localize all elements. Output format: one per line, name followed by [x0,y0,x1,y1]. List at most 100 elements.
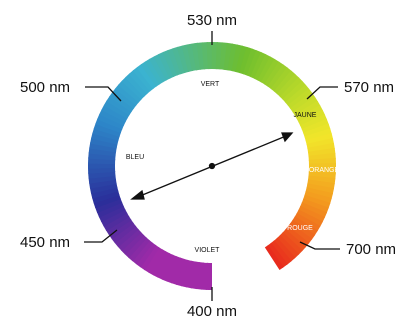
spectrum-segment [299,202,327,219]
spectrum-segment [308,171,336,180]
spectrum-segment [305,133,334,146]
spectrum-segment [95,118,123,134]
spectrum-segment [181,44,194,72]
spectrum-segment [267,64,289,90]
spectrum-segment [308,157,336,165]
spectrum-segment [282,229,307,252]
spectrum-segment [143,247,163,273]
spectrum-segment [92,190,120,204]
spectrum-segment [284,226,310,248]
spectrum-segment [303,123,331,138]
spectrum-segment [195,262,205,290]
spectrum-segment [270,240,292,265]
spectrum-segment [306,183,335,195]
spectrum-segment [287,222,313,244]
spectrum-segment [166,256,181,284]
spectrum-segment [140,61,161,87]
spectrum-segment [103,212,130,231]
spectrum-segment [175,258,189,287]
spectrum-segment [294,212,321,232]
wavelength-label-400: 400 nm [187,303,237,320]
spectrum-segment [185,260,197,289]
spectrum-segment [303,194,331,209]
spectrum-segment [127,237,151,262]
color-label-orange: ORANGE [309,167,340,174]
color-label-vert: VERT [201,81,220,88]
spectrum-segment [296,105,323,123]
spectrum-segment [298,205,326,223]
spectrum-segment [144,58,164,85]
spectrum-segment [101,104,128,123]
spectrum-segment [148,249,167,276]
spectrum-segment [139,244,160,271]
leader-500 [85,86,122,102]
spectrum-segment [90,186,119,199]
spectrum-segment [171,257,185,285]
spectrum-segment [270,67,292,92]
spectrum-segment [149,56,168,83]
spectrum-segment [114,83,140,106]
spectrum-segment [157,252,174,280]
spectrum-segment [300,114,328,130]
spectrum-segment [121,76,145,100]
spectrum-segment [219,42,229,70]
spectrum-segment [136,63,157,90]
spectrum-segment [273,237,296,262]
spectrum-segment [279,232,303,256]
spectrum-segment [89,178,117,189]
spectrum-segment [131,239,154,265]
spectrum-segment [206,42,213,70]
spectrum-segment [289,219,316,240]
spectrum-segment [171,46,186,75]
spectrum-segment [298,109,326,127]
spectrum-segment [305,187,334,200]
leader-450 [84,229,118,243]
spectrum-segment [294,100,321,120]
spectrum-segment [180,259,193,288]
spectrum-segment [105,215,132,236]
spectrum-segment [114,225,139,248]
spectrum-segment [88,167,116,174]
spectrum-segment [88,147,117,157]
spectrum-segment [227,43,239,72]
leader-700 [299,241,340,250]
spectrum-segment [235,45,248,74]
wavelength-labels: 530 nm 500 nm 570 nm 450 nm 700 nm 400 n… [20,12,396,320]
spectrum-segment [93,194,121,209]
diameter-arrow [130,132,294,200]
spectrum-segment [186,43,198,72]
spectrum-segment [98,205,126,223]
spectrum-segment [279,77,303,101]
center-dot [208,162,216,170]
spectrum-segment [260,58,280,85]
spectrum-segment [292,96,319,116]
spectrum-segment [106,95,132,116]
spectrum-segment [304,191,332,205]
spectrum-segment [93,122,122,137]
spectrum-segment [96,201,124,218]
spectrum-segment [120,231,145,255]
spectrum-segment [89,182,118,194]
wavelength-label-450: 450 nm [20,234,70,251]
spectrum-segment [246,50,263,78]
wavelength-label-500: 500 nm [20,79,70,96]
spectrum-segment [124,234,148,259]
spectrum-segment [304,128,332,142]
spectrum-segment [125,73,148,97]
spectrum-segment [92,127,120,141]
spectrum-segment [162,49,178,78]
spectrum-segment [108,219,134,240]
spectrum-segment [161,254,178,282]
spectrum-segment [301,118,329,134]
color-label-violet: VIOLET [195,247,221,254]
spectrum-segment [152,251,170,278]
spectrum-segment [287,88,313,110]
spectrum-segment [91,132,119,145]
spectrum-segment [307,179,335,190]
spectrum-segment [285,84,310,107]
spectrum-segment [306,137,335,149]
spectrum-segment [117,228,142,252]
leader-lines [84,31,340,301]
spectrum-segment [97,113,125,130]
